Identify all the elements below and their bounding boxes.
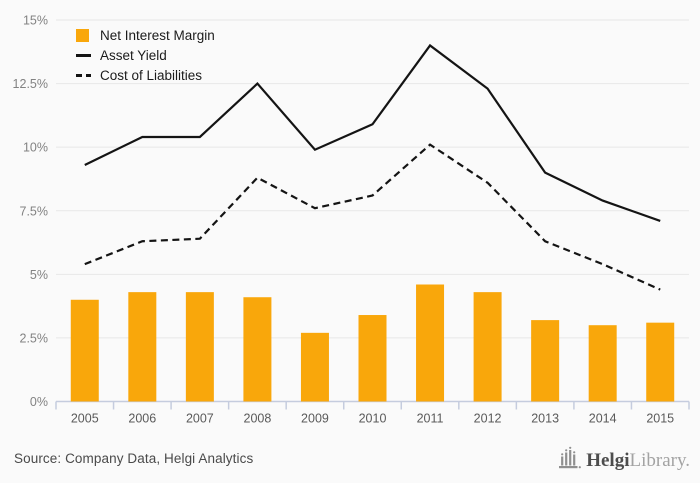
legend-swatch-solid-line [76, 54, 91, 57]
y-tick-label: 0% [30, 395, 48, 409]
bar-2013 [531, 320, 560, 402]
legend-swatch-dashed-line [76, 74, 91, 77]
y-tick-label: 12.5% [13, 77, 48, 91]
legend-swatch-wrap [76, 29, 91, 42]
bar-2008 [243, 297, 272, 402]
bar-2014 [588, 325, 617, 402]
helgi-library-logo-icon [559, 446, 582, 469]
bar-2005 [70, 299, 99, 402]
bar-2011 [416, 284, 445, 402]
y-tick-label: 7.5% [20, 204, 49, 218]
chart-footer: Source: Company Data, Helgi Analytics He… [14, 446, 690, 470]
legend-item-net-interest-margin: Net Interest Margin [76, 28, 215, 43]
y-tick-label: 15% [23, 14, 48, 28]
legend-item-asset-yield: Asset Yield [76, 48, 215, 63]
legend-label-asset-yield: Asset Yield [100, 48, 167, 63]
x-tick-label-2008: 2008 [244, 412, 272, 426]
x-tick-label-2013: 2013 [531, 412, 559, 426]
y-tick-label: 5% [30, 268, 48, 282]
legend-swatch-wrap [76, 54, 91, 57]
x-tick-label-2011: 2011 [417, 412, 444, 426]
x-tick-label-2006: 2006 [128, 412, 156, 426]
legend-item-cost-of-liabilities: Cost of Liabilities [76, 68, 215, 83]
legend-swatch-bar [76, 29, 89, 42]
x-tick-label-2010: 2010 [359, 412, 387, 426]
legend-swatch-wrap [76, 74, 91, 77]
x-tick-label-2015: 2015 [646, 412, 674, 426]
x-tick-label-2005: 2005 [71, 412, 99, 426]
x-tick-label-2012: 2012 [474, 412, 502, 426]
bar-2015 [646, 322, 675, 402]
x-tick-label-2009: 2009 [301, 412, 329, 426]
x-tick-label-2014: 2014 [589, 412, 617, 426]
bar-2012 [473, 292, 502, 402]
legend-label-cost-of-liabilities: Cost of Liabilities [100, 68, 203, 83]
helgi-library-logo: HelgiLibrary. [558, 446, 690, 470]
bar-2010 [358, 315, 387, 402]
bar-2007 [185, 292, 214, 402]
legend-label-net-interest-margin: Net Interest Margin [100, 28, 215, 43]
logo-text: HelgiLibrary. [586, 451, 690, 470]
chart-canvas: 0% 2.5% 5% 7.5% 10% 12.5% 15% 2005 2006 2007 2008 2… [13, 14, 690, 426]
logo-text-library: Library. [629, 450, 691, 471]
y-tick-label: 10% [23, 141, 48, 155]
bar-2009 [300, 332, 329, 402]
chart-legend: Net Interest Margin Asset Yield Cost of … [76, 28, 215, 83]
x-tick-label-2007: 2007 [186, 412, 214, 426]
asset-yield-line [84, 43, 661, 222]
source-text: Source: Company Data, Helgi Analytics [14, 450, 254, 466]
logo-text-helgi: Helgi [586, 450, 630, 471]
y-tick-label: 2.5% [20, 331, 49, 345]
bar-2006 [128, 292, 157, 402]
cost-of-liabilities-line [84, 143, 661, 291]
